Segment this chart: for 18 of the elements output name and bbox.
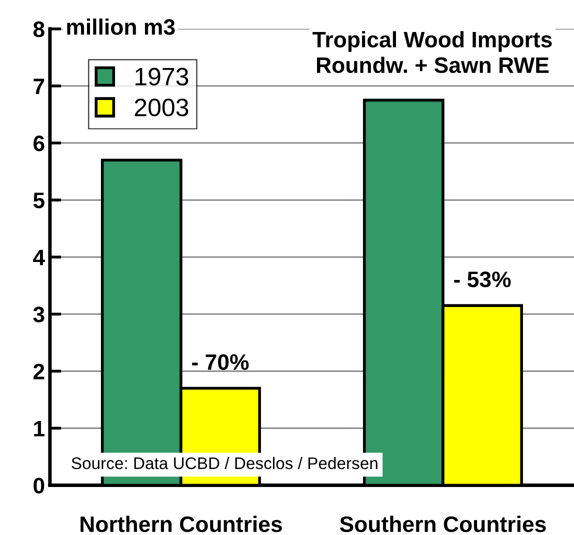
y-tick-label: 5 [33,192,44,208]
y-tick-label: 3 [33,306,44,322]
legend-label: 1973 [136,68,188,86]
y-tick-label: 7 [34,78,44,94]
y-tick-label: 8 [33,21,44,38]
y-tick-label: 4 [33,250,45,266]
legend-label: 2003 [134,98,188,116]
x-tick-label: Southern Countries [340,516,546,532]
y-tick-label: 0 [34,478,44,494]
y-tick-label: 1 [34,420,44,436]
y-tick-label: 2 [33,364,44,380]
y-axis-title: million m3 [67,18,175,35]
x-tick-label: Northern Countries [80,516,282,532]
annotation: - 70% [192,354,249,370]
text: Tropical Wood Imports Roundw. + Sawn RWE [312,31,552,74]
annotation: Source: Data UCBD / Desclos / Pedersen [72,456,378,470]
annotation: - 53% [454,272,511,288]
y-tick-label: 6 [34,136,44,152]
